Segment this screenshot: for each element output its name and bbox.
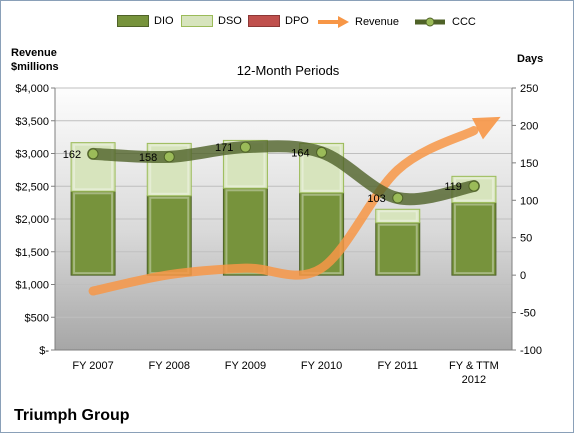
x-tick-label: FY 2010 — [301, 360, 342, 372]
legend-label-dso: DSO — [218, 15, 242, 27]
bar-dio — [222, 187, 268, 276]
ccc-marker — [87, 148, 99, 160]
y-tick-left: $2,500 — [15, 181, 49, 193]
legend-label-revenue: Revenue — [355, 16, 400, 28]
legend-arrow-icon — [318, 16, 349, 28]
ccc-marker — [468, 180, 480, 192]
y-tick-left: $3,000 — [15, 149, 49, 161]
legend-swatch-dso — [181, 15, 213, 27]
x-tick-label: FY 2011 — [377, 360, 418, 372]
ccc-data-label: 119 — [444, 181, 462, 193]
y-tick-right: 250 — [520, 83, 538, 95]
y-tick-left: $1,500 — [15, 247, 49, 259]
ccc-data-label: 164 — [291, 147, 309, 159]
x-tick-label: FY & TTM 2012 — [449, 360, 499, 386]
legend-label-ccc: CCC — [452, 16, 476, 28]
legend-item-revenue: Revenue — [316, 15, 399, 29]
bar-dso-highlight — [149, 144, 190, 195]
ccc-data-label: 162 — [63, 149, 81, 161]
ccc-marker — [239, 141, 251, 153]
legend-swatch-dio — [117, 15, 149, 27]
y-tick-left: $1,000 — [15, 280, 49, 292]
ccc-data-label: 103 — [367, 193, 385, 205]
bar-dio-highlight — [453, 203, 494, 275]
y-tick-right: 50 — [520, 233, 532, 245]
ccc-marker — [316, 146, 328, 158]
bar-dio — [70, 190, 116, 276]
bar-dio-highlight — [225, 189, 266, 275]
x-tick-label: FY 2007 — [72, 360, 113, 372]
bar-dio — [299, 192, 345, 276]
y-tick-left: $2,000 — [15, 214, 49, 226]
y-tick-left: $- — [39, 345, 49, 357]
company-name: Triumph Group — [14, 407, 130, 424]
revenue-arrowhead — [471, 116, 501, 140]
y-axis-left-title-line2: $millions — [11, 61, 59, 73]
ccc-data-label: 171 — [215, 142, 233, 154]
ccc-data-label: 158 — [139, 152, 157, 164]
legend-swatch-dpo — [248, 15, 280, 27]
legend-item-dpo: DPO — [248, 15, 309, 27]
revenue-line — [88, 126, 479, 296]
y-axis-left-title-line1: Revenue — [11, 47, 57, 59]
x-tick-label: FY 2008 — [149, 360, 190, 372]
bar-dso — [375, 208, 421, 224]
y-tick-right: -100 — [520, 345, 542, 357]
bar-dio-highlight — [73, 192, 114, 275]
bar-dio — [375, 222, 421, 276]
bar-dso-highlight — [377, 210, 418, 222]
x-tick-label: FY 2009 — [225, 360, 266, 372]
ccc-marker — [163, 151, 175, 163]
legend-item-dio: DIO — [117, 15, 174, 27]
y-tick-right: 100 — [520, 195, 538, 207]
y-tick-right: 200 — [520, 120, 538, 132]
bar-dio-highlight — [377, 223, 418, 275]
ccc-marker — [392, 192, 404, 204]
legend-line-marker-icon — [415, 17, 445, 27]
y-tick-right: 0 — [520, 270, 526, 282]
chart-subtitle: 12-Month Periods — [236, 63, 340, 78]
y-tick-right: -50 — [520, 308, 536, 320]
bar-dio — [451, 202, 497, 276]
legend-label-dpo: DPO — [285, 15, 309, 27]
y-tick-left: $3,500 — [15, 116, 49, 128]
legend-item-dso: DSO — [181, 15, 242, 27]
y-axis-left-title: Revenue $millions — [11, 46, 59, 74]
y-tick-left: $500 — [25, 312, 49, 324]
legend-item-ccc: CCC — [413, 15, 476, 29]
y-tick-left: $4,000 — [15, 83, 49, 95]
ccc-line — [87, 140, 480, 206]
bar-dio — [146, 195, 192, 276]
y-tick-right: 150 — [520, 158, 538, 170]
bar-dso-highlight — [73, 143, 114, 191]
legend: DIO DSO DPO Revenue CCC — [1, 9, 573, 33]
legend-label-dio: DIO — [154, 15, 174, 27]
y-axis-right-title: Days — [517, 53, 544, 65]
